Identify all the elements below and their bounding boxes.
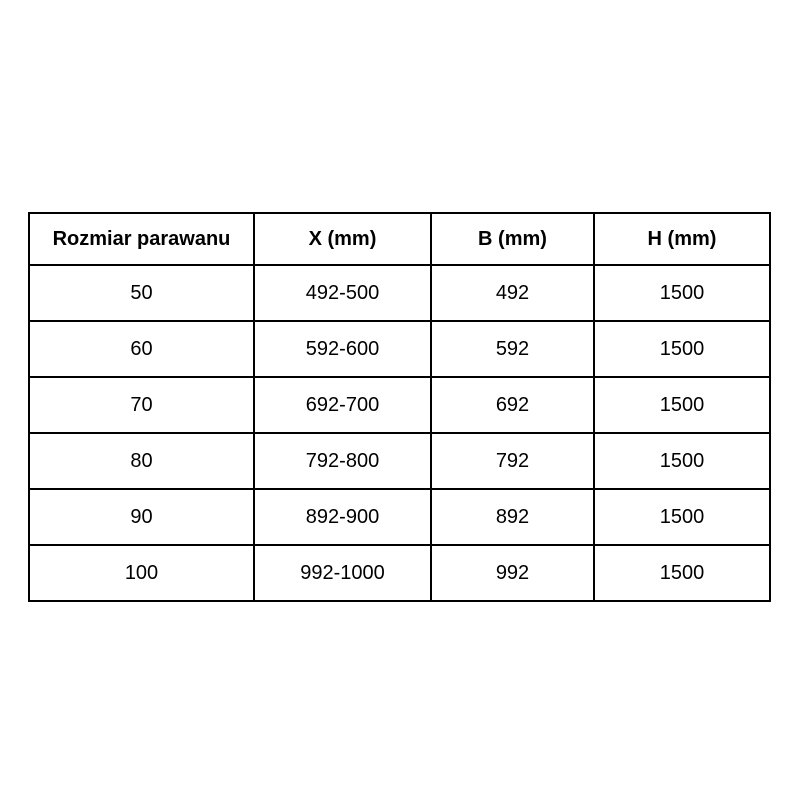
table-cell-x: 792-800 xyxy=(253,432,432,490)
header-cell-b: B (mm) xyxy=(430,212,595,266)
table-row: 100 992-1000 992 1500 xyxy=(28,544,771,602)
table-cell-b: 992 xyxy=(430,544,595,602)
table-cell-h: 1500 xyxy=(593,320,771,378)
table-cell-size: 100 xyxy=(28,544,255,602)
table-cell-b: 892 xyxy=(430,488,595,546)
table-cell-x: 492-500 xyxy=(253,264,432,322)
table-row: 60 592-600 592 1500 xyxy=(28,320,771,378)
table-row: 80 792-800 792 1500 xyxy=(28,432,771,490)
table-row: 50 492-500 492 1500 xyxy=(28,264,771,322)
table-cell-b: 492 xyxy=(430,264,595,322)
table-cell-size: 70 xyxy=(28,376,255,434)
table-cell-b: 792 xyxy=(430,432,595,490)
table-cell-b: 592 xyxy=(430,320,595,378)
header-cell-rozmiar: Rozmiar parawanu xyxy=(28,212,255,266)
header-cell-x: X (mm) xyxy=(253,212,432,266)
table-cell-h: 1500 xyxy=(593,376,771,434)
table-cell-x: 592-600 xyxy=(253,320,432,378)
table-cell-size: 60 xyxy=(28,320,255,378)
table-cell-h: 1500 xyxy=(593,544,771,602)
table-cell-x: 892-900 xyxy=(253,488,432,546)
table-cell-h: 1500 xyxy=(593,488,771,546)
table-row: 70 692-700 692 1500 xyxy=(28,376,771,434)
table-cell-size: 90 xyxy=(28,488,255,546)
table-cell-x: 692-700 xyxy=(253,376,432,434)
table-cell-h: 1500 xyxy=(593,264,771,322)
table-header-row: Rozmiar parawanu X (mm) B (mm) H (mm) xyxy=(28,212,771,266)
table-cell-b: 692 xyxy=(430,376,595,434)
table-cell-size: 50 xyxy=(28,264,255,322)
header-cell-h: H (mm) xyxy=(593,212,771,266)
table-cell-x: 992-1000 xyxy=(253,544,432,602)
table-row: 90 892-900 892 1500 xyxy=(28,488,771,546)
size-table-container: Rozmiar parawanu X (mm) B (mm) H (mm) 50… xyxy=(28,212,771,602)
table-cell-size: 80 xyxy=(28,432,255,490)
size-table: Rozmiar parawanu X (mm) B (mm) H (mm) 50… xyxy=(28,212,771,602)
table-cell-h: 1500 xyxy=(593,432,771,490)
